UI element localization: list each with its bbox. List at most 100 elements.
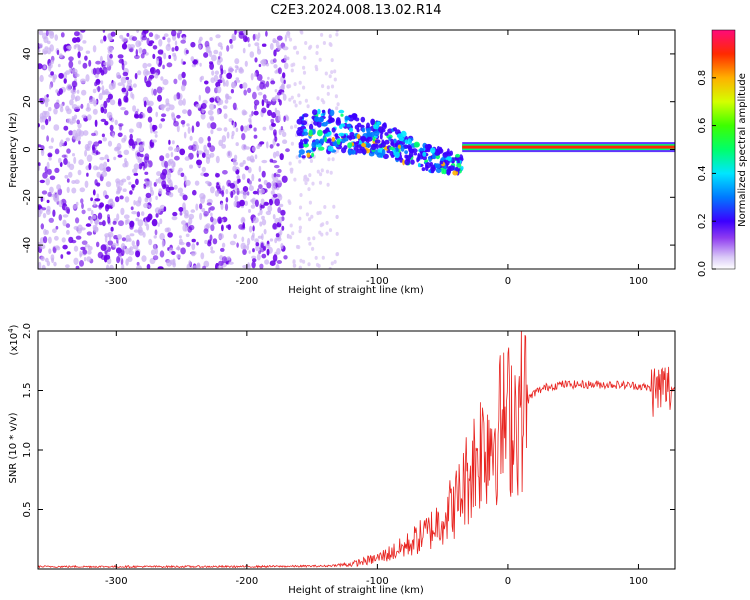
- spectrogram-sparse-cell: [293, 82, 297, 87]
- spectrogram-noise-cell: [71, 180, 76, 184]
- spectrogram-sparse-cell: [330, 70, 334, 75]
- spectrogram-sparse-cell: [290, 125, 294, 130]
- spectrogram-noise-cell: [259, 208, 263, 216]
- spectrogram-sparse-cell: [326, 91, 330, 96]
- spectrogram-noise-cell: [231, 81, 237, 89]
- spectrogram-noise-cell: [121, 43, 128, 50]
- spectrogram-noise-cell: [76, 119, 80, 125]
- spectrogram-noise-cell: [277, 98, 281, 103]
- spectrogram-noise-cell: [43, 228, 47, 236]
- spectrogram-noise-cell: [216, 85, 222, 94]
- spectrogram-broad-cell: [404, 154, 409, 159]
- spectrogram-noise-cell: [172, 211, 178, 217]
- snr-series-line: [38, 331, 675, 569]
- spectrogram-sparse-cell: [304, 41, 308, 45]
- colorbar-gradient: [712, 30, 735, 269]
- spectrogram-noise-cell: [94, 119, 98, 128]
- spectrogram-y-label: Frequency (Hz): [8, 112, 19, 188]
- spectrogram-noise-cell: [48, 153, 52, 158]
- spectrogram-broad-cell: [435, 167, 442, 174]
- spectrogram-broad-cell: [413, 141, 420, 148]
- spectrogram-sparse-cell: [302, 70, 307, 75]
- spectrogram-noise-cell: [81, 203, 84, 209]
- spectrogram-noise-cell: [94, 179, 98, 186]
- spectrogram-noise-cell: [254, 42, 260, 47]
- spectrogram-noise-cell: [236, 178, 240, 185]
- spectrogram-noise-cell: [185, 179, 191, 186]
- spectrogram-noise-cell: [252, 225, 255, 232]
- spectrogram-noise-cell: [182, 98, 186, 106]
- spectrogram-noise-cell: [98, 204, 103, 210]
- spectrogram-noise-cell: [40, 196, 43, 202]
- spectrogram-sparse-cell: [302, 65, 306, 70]
- spectrogram-sparse-cell: [299, 193, 303, 197]
- spectrogram-noise-cell: [92, 214, 97, 220]
- spectrogram-noise-cell: [118, 220, 124, 227]
- spectrogram-noise-cell: [103, 108, 108, 114]
- spectrogram-noise-cell: [250, 234, 255, 241]
- spectrogram-noise-cell: [260, 59, 267, 65]
- spectrogram-noise-cell: [234, 30, 237, 35]
- spectrogram-noise-cell: [78, 159, 84, 166]
- spectrogram-sparse-cell: [328, 74, 332, 79]
- spectrogram-noise-cell: [252, 91, 257, 100]
- spectrogram-sparse-cell: [330, 58, 334, 63]
- spectrogram-noise-cell: [218, 233, 224, 240]
- spectrogram-noise-cell: [46, 94, 49, 98]
- colorbar-tick-label: 0.4: [697, 165, 708, 181]
- spectrogram-broad-cell: [338, 109, 345, 114]
- spectrogram-noise-cell: [43, 236, 48, 244]
- spectrogram-noise-cell: [139, 153, 144, 158]
- spectrogram-noise-cell: [256, 74, 263, 81]
- spectrogram-noise-cell: [172, 258, 176, 266]
- y-tick-label: 1.5: [22, 383, 33, 399]
- spectrogram-noise-cell: [201, 152, 206, 158]
- spectrogram-noise-cell: [153, 235, 157, 239]
- spectrogram-noise-cell: [210, 246, 214, 251]
- spectrogram-noise-cell: [62, 219, 67, 227]
- spectrogram-sparse-cell: [308, 241, 312, 246]
- spectrogram-sparse-cell: [304, 181, 308, 186]
- spectrogram-noise-cell: [106, 111, 113, 119]
- spectrogram-noise-cell: [281, 131, 287, 137]
- spectrogram-broad-cell: [417, 154, 421, 161]
- spectrogram-noise-cell: [127, 79, 130, 85]
- spectrogram-noise-cell: [210, 122, 217, 130]
- spectrogram-noise-cell: [170, 151, 174, 158]
- spectrogram-broad-cell: [430, 164, 436, 170]
- spectrogram-broad-cell: [303, 128, 308, 133]
- spectrogram-noise-cell: [80, 198, 84, 204]
- spectrogram-noise-cell: [146, 223, 150, 231]
- spectrogram-broad-cell: [346, 135, 352, 139]
- spectrogram-noise-cell: [132, 83, 137, 88]
- spectrogram-noise-cell: [196, 159, 203, 166]
- spectrogram-broad-cell: [446, 169, 451, 176]
- colorbar-tick-label: 0.2: [697, 213, 708, 229]
- spectrogram-noise-cell: [258, 178, 261, 182]
- spectrogram-noise-cell: [101, 133, 105, 138]
- spectrogram-noise-cell: [82, 62, 88, 69]
- spectrogram-noise-cell: [261, 170, 266, 178]
- spectrogram-noise-cell: [92, 67, 97, 76]
- spectrogram-broad-cell: [392, 127, 397, 132]
- spectrogram-sparse-cell: [311, 181, 315, 186]
- spectrogram-broad-cell: [404, 139, 409, 145]
- spectrogram-noise-cell: [249, 51, 255, 58]
- spectrogram-noise-cell: [216, 182, 219, 186]
- spectrogram-noise-cell: [124, 110, 129, 116]
- spectrogram-noise-cell: [69, 99, 74, 106]
- spectrogram-noise-cell: [148, 205, 151, 209]
- spectrogram-broad-cell: [373, 124, 379, 130]
- spectrogram-noise-cell: [278, 113, 281, 122]
- spectrogram-noise-cell: [109, 53, 113, 59]
- spectrogram-noise-cell: [106, 264, 110, 269]
- spectrogram-noise-cell: [197, 150, 204, 155]
- spectrogram-noise-cell: [155, 195, 158, 201]
- spectrogram-noise-cell: [202, 265, 206, 269]
- spectrogram-sparse-cell: [315, 51, 319, 55]
- spectrogram-noise-cell: [47, 30, 51, 33]
- spectrogram-broad-cell: [331, 136, 335, 142]
- spectrogram-noise-cell: [58, 200, 63, 208]
- spectrogram-noise-cell: [271, 96, 277, 102]
- colorbar-frame: [711, 29, 736, 270]
